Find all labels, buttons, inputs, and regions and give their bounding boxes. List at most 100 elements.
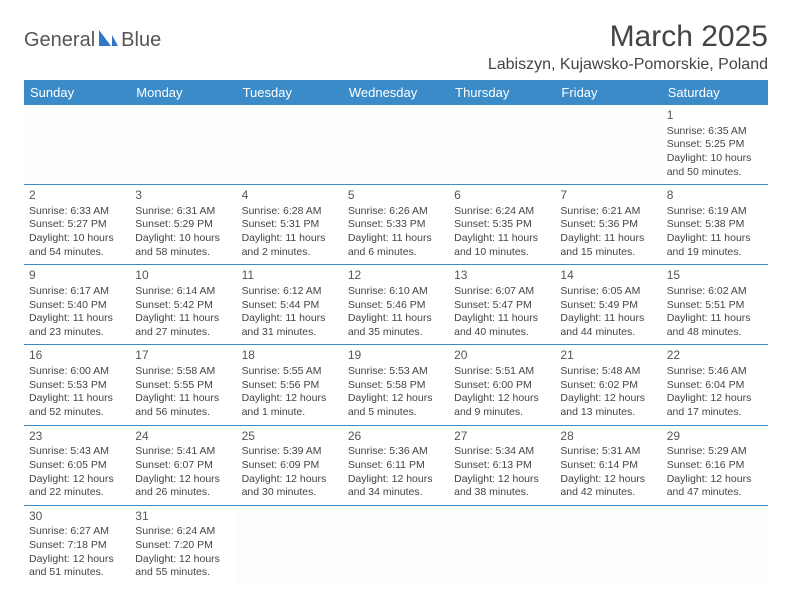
sunset-text: Sunset: 5:58 PM bbox=[348, 379, 444, 393]
sunrise-text: Sunrise: 6:33 AM bbox=[29, 205, 125, 219]
sunset-text: Sunset: 5:40 PM bbox=[29, 299, 125, 313]
sunset-text: Sunset: 5:44 PM bbox=[242, 299, 338, 313]
daylight-text: and 55 minutes. bbox=[135, 566, 231, 580]
calendar-day: 25Sunrise: 5:39 AMSunset: 6:09 PMDayligh… bbox=[237, 425, 343, 505]
calendar-day: 4Sunrise: 6:28 AMSunset: 5:31 PMDaylight… bbox=[237, 185, 343, 265]
calendar-day: 26Sunrise: 5:36 AMSunset: 6:11 PMDayligh… bbox=[343, 425, 449, 505]
day-number: 30 bbox=[29, 509, 125, 525]
day-number: 25 bbox=[242, 429, 338, 445]
calendar-day: 7Sunrise: 6:21 AMSunset: 5:36 PMDaylight… bbox=[555, 185, 661, 265]
sunset-text: Sunset: 6:05 PM bbox=[29, 459, 125, 473]
weekday-header: Tuesday bbox=[237, 80, 343, 105]
sunset-text: Sunset: 5:27 PM bbox=[29, 218, 125, 232]
day-number: 8 bbox=[667, 188, 763, 204]
sunrise-text: Sunrise: 6:35 AM bbox=[667, 125, 763, 139]
daylight-text: Daylight: 11 hours bbox=[454, 232, 550, 246]
daylight-text: and 34 minutes. bbox=[348, 486, 444, 500]
daylight-text: and 51 minutes. bbox=[29, 566, 125, 580]
calendar-day bbox=[237, 105, 343, 185]
daylight-text: and 19 minutes. bbox=[667, 246, 763, 260]
sunrise-text: Sunrise: 6:00 AM bbox=[29, 365, 125, 379]
logo-text-2: Blue bbox=[121, 29, 161, 52]
sunset-text: Sunset: 6:14 PM bbox=[560, 459, 656, 473]
day-number: 23 bbox=[29, 429, 125, 445]
daylight-text: Daylight: 12 hours bbox=[29, 553, 125, 567]
sunset-text: Sunset: 5:49 PM bbox=[560, 299, 656, 313]
calendar-week: 1Sunrise: 6:35 AMSunset: 5:25 PMDaylight… bbox=[24, 105, 768, 185]
weekday-header: Thursday bbox=[449, 80, 555, 105]
daylight-text: Daylight: 12 hours bbox=[560, 392, 656, 406]
day-number: 6 bbox=[454, 188, 550, 204]
calendar-week: 23Sunrise: 5:43 AMSunset: 6:05 PM Dayligh… bbox=[24, 425, 768, 505]
day-number: 11 bbox=[242, 268, 338, 284]
sunrise-text: Sunrise: 6:27 AM bbox=[29, 525, 125, 539]
sunset-text: Sunset: 6:09 PM bbox=[242, 459, 338, 473]
day-number: 20 bbox=[454, 348, 550, 364]
sunrise-text: Sunrise: 5:53 AM bbox=[348, 365, 444, 379]
daylight-text: and 10 minutes. bbox=[454, 246, 550, 260]
sunrise-text: Sunrise: 5:58 AM bbox=[135, 365, 231, 379]
sunset-text: Sunset: 5:38 PM bbox=[667, 218, 763, 232]
day-number: 14 bbox=[560, 268, 656, 284]
sunset-text: Sunset: 5:36 PM bbox=[560, 218, 656, 232]
daylight-text: and 50 minutes. bbox=[667, 166, 763, 180]
sunset-text: Sunset: 5:53 PM bbox=[29, 379, 125, 393]
calendar-week: 16Sunrise: 6:00 AMSunset: 5:53 PMDayligh… bbox=[24, 345, 768, 425]
day-number: 13 bbox=[454, 268, 550, 284]
day-number: 12 bbox=[348, 268, 444, 284]
daylight-text: and 2 minutes. bbox=[242, 246, 338, 260]
calendar-day: 12Sunrise: 6:10 AMSunset: 5:46 PMDayligh… bbox=[343, 265, 449, 345]
daylight-text: Daylight: 11 hours bbox=[560, 232, 656, 246]
daylight-text: Daylight: 11 hours bbox=[242, 232, 338, 246]
daylight-text: Daylight: 12 hours bbox=[454, 473, 550, 487]
calendar-day: 2Sunrise: 6:33 AMSunset: 5:27 PMDaylight… bbox=[24, 185, 130, 265]
sunrise-text: Sunrise: 6:26 AM bbox=[348, 205, 444, 219]
sunset-text: Sunset: 5:25 PM bbox=[667, 138, 763, 152]
calendar-day: 11Sunrise: 6:12 AMSunset: 5:44 PMDayligh… bbox=[237, 265, 343, 345]
daylight-text: Daylight: 11 hours bbox=[29, 392, 125, 406]
daylight-text: Daylight: 11 hours bbox=[29, 312, 125, 326]
sunset-text: Sunset: 6:02 PM bbox=[560, 379, 656, 393]
sunset-text: Sunset: 6:07 PM bbox=[135, 459, 231, 473]
daylight-text: Daylight: 11 hours bbox=[667, 232, 763, 246]
title-area: March 2025 Labiszyn, Kujawsko-Pomorskie,… bbox=[488, 20, 768, 74]
sunset-text: Sunset: 7:20 PM bbox=[135, 539, 231, 553]
daylight-text: and 42 minutes. bbox=[560, 486, 656, 500]
day-number: 17 bbox=[135, 348, 231, 364]
day-number: 3 bbox=[135, 188, 231, 204]
daylight-text: and 52 minutes. bbox=[29, 406, 125, 420]
daylight-text: and 15 minutes. bbox=[560, 246, 656, 260]
sunset-text: Sunset: 6:00 PM bbox=[454, 379, 550, 393]
sail-icon bbox=[97, 28, 119, 53]
sunrise-text: Sunrise: 6:07 AM bbox=[454, 285, 550, 299]
sunset-text: Sunset: 6:13 PM bbox=[454, 459, 550, 473]
daylight-text: and 44 minutes. bbox=[560, 326, 656, 340]
calendar-day bbox=[343, 505, 449, 585]
calendar-day: 14Sunrise: 6:05 AMSunset: 5:49 PMDayligh… bbox=[555, 265, 661, 345]
daylight-text: and 35 minutes. bbox=[348, 326, 444, 340]
day-number: 18 bbox=[242, 348, 338, 364]
daylight-text: Daylight: 10 hours bbox=[667, 152, 763, 166]
daylight-text: Daylight: 10 hours bbox=[135, 232, 231, 246]
sunrise-text: Sunrise: 6:05 AM bbox=[560, 285, 656, 299]
sunset-text: Sunset: 5:31 PM bbox=[242, 218, 338, 232]
daylight-text: Daylight: 12 hours bbox=[135, 553, 231, 567]
sunrise-text: Sunrise: 5:36 AM bbox=[348, 445, 444, 459]
day-number: 28 bbox=[560, 429, 656, 445]
calendar-day: 10Sunrise: 6:14 AMSunset: 5:42 PMDayligh… bbox=[130, 265, 236, 345]
sunset-text: Sunset: 5:46 PM bbox=[348, 299, 444, 313]
sunset-text: Sunset: 6:11 PM bbox=[348, 459, 444, 473]
sunset-text: Sunset: 6:04 PM bbox=[667, 379, 763, 393]
sunrise-text: Sunrise: 5:29 AM bbox=[667, 445, 763, 459]
daylight-text: Daylight: 12 hours bbox=[348, 473, 444, 487]
daylight-text: and 31 minutes. bbox=[242, 326, 338, 340]
sunrise-text: Sunrise: 5:41 AM bbox=[135, 445, 231, 459]
sunrise-text: Sunrise: 5:39 AM bbox=[242, 445, 338, 459]
sunrise-text: Sunrise: 5:48 AM bbox=[560, 365, 656, 379]
calendar-day: 1Sunrise: 6:35 AMSunset: 5:25 PMDaylight… bbox=[662, 105, 768, 185]
sunrise-text: Sunrise: 5:55 AM bbox=[242, 365, 338, 379]
daylight-text: and 26 minutes. bbox=[135, 486, 231, 500]
daylight-text: and 56 minutes. bbox=[135, 406, 231, 420]
sunrise-text: Sunrise: 5:43 AM bbox=[29, 445, 125, 459]
daylight-text: Daylight: 11 hours bbox=[135, 312, 231, 326]
